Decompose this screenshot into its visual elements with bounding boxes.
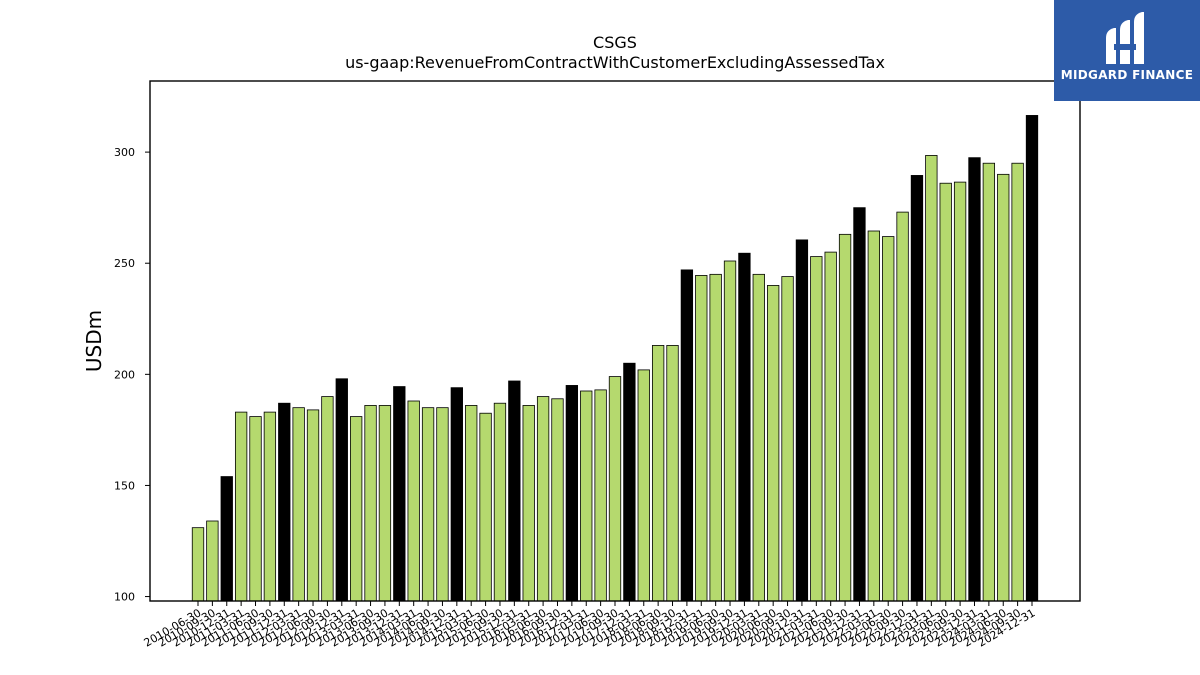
bar: [651, 345, 665, 602]
bar: [838, 233, 852, 602]
bar: [479, 412, 492, 602]
bar: [824, 251, 837, 602]
bar: [695, 275, 708, 602]
y-axis-label: USDm: [82, 310, 106, 372]
bar: [752, 273, 765, 602]
bar: [234, 411, 248, 602]
bar: [263, 411, 277, 602]
bar: [896, 211, 909, 602]
bar: [393, 386, 406, 602]
bar: [407, 400, 420, 602]
bar: [536, 396, 550, 602]
bar: [810, 256, 823, 602]
bar: [522, 405, 535, 602]
chart-subtitle: us-gaap:RevenueFromContractWithCustomerE…: [345, 53, 885, 72]
bar: [493, 402, 507, 602]
bar: [292, 407, 305, 602]
bar: [508, 380, 521, 602]
y-tick-label: 250: [114, 257, 135, 270]
chart-title: CSGS: [593, 33, 637, 52]
bar: [939, 182, 952, 602]
bar: [997, 173, 1010, 602]
bar: [450, 387, 463, 602]
y-tick-label: 300: [114, 146, 135, 159]
company-logo: MIDGARD FINANCE: [1054, 0, 1200, 101]
bar: [623, 362, 636, 602]
y-tick-label: 150: [114, 479, 135, 492]
bar: [680, 269, 694, 602]
bar: [465, 405, 478, 602]
bar: [738, 252, 751, 602]
bar: [551, 398, 564, 602]
plot-frame: [149, 80, 1081, 602]
bar: [249, 416, 262, 602]
bar: [306, 409, 320, 602]
bar: [767, 285, 780, 602]
bar: [781, 276, 794, 602]
bar: [953, 181, 967, 602]
bar: [968, 157, 981, 602]
bar: [220, 476, 233, 602]
bar: [350, 416, 363, 602]
bar: [867, 230, 880, 602]
bar: [925, 155, 938, 602]
bars-group: [191, 115, 1039, 602]
bar: [206, 520, 219, 602]
bar: [608, 376, 622, 602]
y-axis-ticks: 100 150 200 250 300: [114, 146, 150, 604]
x-axis-ticks: 2010-06-302010-09-302010-12-312011-03-31…: [142, 601, 1038, 650]
bar: [853, 207, 866, 602]
bar: [335, 378, 348, 602]
bar: [421, 407, 435, 602]
bar: [1011, 162, 1024, 602]
bar: [666, 345, 679, 602]
bar: [436, 407, 449, 602]
bar: [364, 405, 377, 602]
bar: [982, 162, 996, 602]
bar: [321, 396, 334, 602]
bar: [723, 260, 737, 602]
bar: [278, 402, 291, 602]
bar: [637, 369, 650, 602]
bar: [565, 385, 579, 602]
y-tick-label: 200: [114, 368, 135, 381]
bar: [378, 405, 392, 602]
bar: [191, 527, 205, 602]
bar: [580, 390, 593, 602]
bar: [882, 236, 895, 602]
y-tick-label: 100: [114, 591, 135, 604]
bar: [910, 175, 924, 602]
bar: [594, 389, 607, 602]
bar: [795, 239, 809, 602]
bar: [1025, 115, 1039, 602]
midgard-logo-icon: [1106, 12, 1144, 64]
bar: [709, 273, 722, 602]
logo-text: MIDGARD FINANCE: [1060, 68, 1194, 82]
